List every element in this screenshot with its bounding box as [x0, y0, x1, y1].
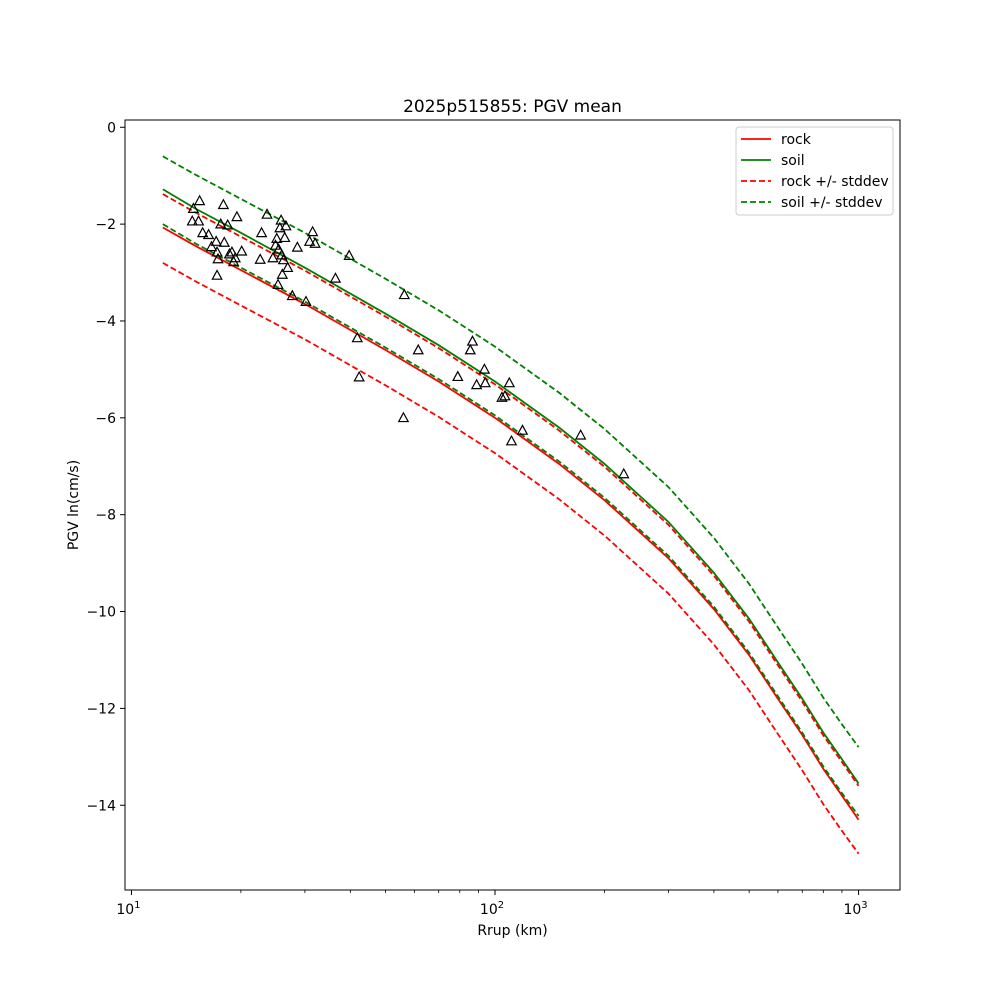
observation-marker-46: [353, 370, 365, 382]
observation-marker-3: [192, 214, 205, 226]
observation-marker-2: [186, 214, 199, 226]
observation-marker-33: [277, 253, 290, 265]
y-tick-label-1: −2: [95, 217, 116, 233]
observation-marker-41: [306, 225, 319, 237]
y-axis: 0 −2 −4 −6 −8 −10 −12 −14: [86, 120, 125, 814]
legend-label-3: soil +/- stddev: [781, 195, 883, 211]
y-tick-label-7: −14: [86, 798, 116, 814]
observation-marker-1: [193, 194, 206, 206]
observation-marker-19: [231, 210, 243, 222]
y-tick-label-4: −8: [95, 508, 116, 524]
y-axis-label: PGV ln(cm/s): [66, 460, 82, 550]
observation-marker-34: [278, 231, 291, 243]
y-tick-label-2: −4: [95, 314, 116, 330]
observation-marker-43: [329, 272, 342, 283]
observation-marker-37: [286, 289, 299, 301]
x-axis: 101 102 103: [116, 890, 868, 918]
observation-marker-56: [496, 391, 508, 402]
observation-marker-16: [226, 245, 238, 257]
observation-marker-40: [303, 235, 316, 246]
observation-marker-18: [229, 251, 242, 263]
observation-marker-54: [478, 363, 491, 374]
observation-marker-53: [470, 378, 483, 390]
observation-marker-48: [397, 411, 410, 423]
y-tick-label-6: −12: [86, 701, 116, 717]
legend-label-2: rock +/- stddev: [781, 174, 889, 190]
observation-marker-5: [202, 228, 215, 240]
y-tick-label-5: −10: [86, 605, 116, 621]
series-layer: [162, 155, 860, 855]
observation-marker-15: [223, 247, 236, 259]
x-axis-label: Rrup (km): [477, 923, 547, 939]
x-tick-label-0: 101: [116, 900, 140, 918]
observation-marker-21: [254, 253, 266, 264]
observation-marker-60: [516, 424, 529, 435]
chart-title: 2025p515855: PGV mean: [403, 97, 622, 117]
observation-marker-23: [261, 208, 273, 219]
series-line-2: [162, 262, 860, 855]
observation-marker-28: [272, 243, 285, 254]
plot-frame: [124, 119, 901, 891]
legend: rock soil rock +/- stddev soil +/- stddev: [735, 126, 894, 216]
observation-marker-58: [503, 376, 516, 388]
observation-marker-38: [291, 241, 304, 252]
observation-marker-59: [505, 434, 518, 446]
x-tick-label-1: 102: [480, 900, 504, 918]
y-tick-label-0: 0: [107, 120, 116, 136]
observation-marker-27: [272, 278, 284, 289]
legend-box: [735, 126, 894, 216]
observation-marker-52: [466, 335, 479, 346]
legend-label-0: rock: [781, 132, 812, 148]
observation-marker-10: [211, 269, 223, 280]
observation-marker-55: [479, 376, 491, 388]
observation-marker-45: [351, 331, 364, 343]
y-tick-label-3: −6: [95, 411, 116, 427]
observation-marker-39: [300, 295, 312, 306]
x-tick-label-2: 103: [843, 900, 867, 918]
observation-marker-7: [210, 235, 222, 246]
observation-marker-51: [464, 343, 477, 355]
observation-marker-0: [187, 202, 200, 213]
observation-marker-20: [235, 244, 248, 256]
observation-marker-49: [412, 343, 425, 355]
series-line-5: [162, 155, 860, 748]
observation-marker-50: [452, 370, 464, 382]
observation-marker-62: [617, 467, 630, 479]
observation-marker-13: [218, 236, 231, 247]
observation-marker-42: [309, 237, 321, 248]
observation-marker-36: [281, 261, 294, 273]
observation-marker-32: [276, 268, 289, 279]
observation-marker-47: [398, 288, 411, 300]
observation-markers: [186, 194, 630, 479]
series-line-4: [162, 223, 860, 817]
observation-marker-22: [255, 226, 268, 238]
observation-marker-4: [196, 226, 209, 238]
observation-marker-30: [275, 213, 287, 225]
observation-marker-12: [217, 198, 230, 210]
observation-marker-24: [267, 251, 279, 263]
observation-marker-35: [280, 219, 292, 231]
series-line-0: [162, 226, 860, 821]
legend-label-1: soil: [781, 153, 805, 169]
observation-marker-11: [214, 217, 227, 229]
series-line-1: [162, 188, 860, 784]
observation-marker-44: [343, 249, 355, 260]
observation-marker-26: [270, 232, 283, 243]
observation-marker-14: [221, 218, 234, 230]
observation-marker-61: [574, 429, 587, 440]
observation-marker-6: [205, 240, 218, 252]
observation-marker-9: [212, 252, 224, 264]
observation-marker-57: [499, 389, 511, 401]
